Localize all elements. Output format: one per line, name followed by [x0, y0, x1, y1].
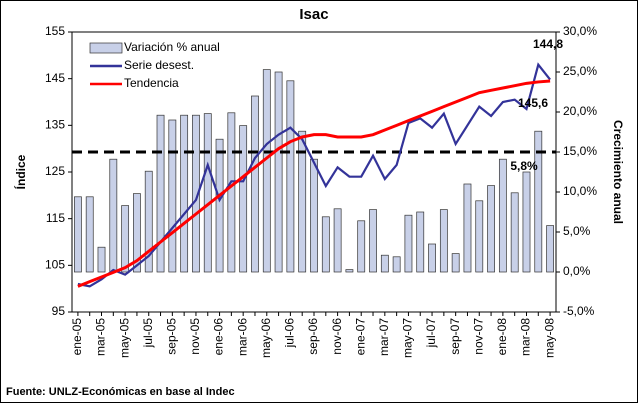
x-tick-label: may-06 — [259, 318, 273, 358]
bar — [168, 119, 177, 273]
bar — [522, 171, 531, 273]
line — [77, 79, 551, 288]
x-tick-label: ene-08 — [495, 318, 509, 356]
bar — [133, 193, 141, 273]
y2-tick-label: -5,0% — [563, 304, 595, 318]
y-tick-label: 125 — [45, 164, 65, 178]
bar — [286, 80, 295, 273]
bar — [463, 183, 472, 273]
x-tick-label: jul-07 — [424, 318, 438, 349]
bar — [251, 95, 259, 273]
legend-label: Tendencia — [124, 76, 179, 90]
legend-swatch — [89, 42, 123, 54]
bar — [475, 200, 484, 273]
bar — [310, 158, 318, 273]
x-tick-label: may-05 — [117, 318, 131, 358]
x-tick-label: ene-07 — [353, 318, 367, 356]
bar — [321, 216, 330, 273]
y-tick-label: 145 — [45, 71, 65, 85]
bar — [404, 214, 413, 273]
bar — [357, 220, 366, 273]
bar — [534, 130, 543, 273]
x-tick-label: mar-05 — [94, 318, 108, 356]
bar — [416, 211, 425, 273]
bar — [428, 243, 436, 273]
y-tick-label: 95 — [52, 304, 66, 318]
x-tick-label: jul-06 — [283, 318, 297, 349]
annotation: 144,8 — [533, 37, 563, 51]
bar — [345, 269, 354, 273]
y-tick-label: 115 — [46, 211, 65, 225]
bar — [203, 113, 212, 273]
y2-tick-label: 20,0% — [563, 104, 597, 118]
y2-tick-label: 0,0% — [563, 264, 591, 278]
x-tick-label: may-08 — [542, 318, 556, 358]
bar — [144, 170, 153, 273]
y2-tick-label: 5,0% — [563, 224, 591, 238]
y-tick-label: 105 — [45, 258, 65, 272]
x-tick-label: may-07 — [401, 318, 415, 358]
bar — [85, 196, 94, 273]
bar — [109, 158, 118, 273]
bar — [97, 246, 106, 273]
y-tick-label: 155 — [45, 24, 65, 38]
bar — [369, 209, 377, 273]
y2-tick-label: 30,0% — [563, 24, 597, 38]
y2-tick-label: 25,0% — [563, 64, 597, 78]
bar — [74, 196, 82, 273]
x-tick-label: ene-06 — [212, 318, 226, 356]
bar — [239, 125, 248, 273]
y2-axis-label: Crecimiento anual — [611, 120, 625, 224]
x-tick-label: nov-07 — [471, 318, 485, 355]
bar — [192, 114, 200, 273]
bar — [121, 205, 130, 273]
x-tick-label: nov-06 — [330, 318, 344, 355]
y2-tick-label: 10,0% — [563, 184, 597, 198]
bar — [380, 254, 389, 273]
bar — [487, 185, 495, 273]
legend-label: Serie desest. — [124, 58, 194, 72]
x-tick-label: mar-07 — [377, 318, 391, 356]
x-tick-label: jul-05 — [141, 318, 155, 349]
x-tick-label: sep-05 — [165, 318, 179, 355]
legend-label: Variación % anual — [124, 40, 220, 54]
bar — [546, 225, 554, 273]
y-axis-label: Índice — [13, 154, 28, 189]
y-tick-label: 135 — [45, 118, 65, 132]
annotation: 5,8% — [510, 159, 538, 173]
x-tick-label: mar-08 — [519, 318, 533, 356]
x-tick-label: mar-06 — [235, 318, 249, 356]
bar — [439, 209, 448, 273]
x-tick-label: nov-05 — [188, 318, 202, 355]
bar — [180, 114, 189, 273]
chart-title: Isac — [299, 6, 328, 23]
bar — [298, 130, 307, 273]
x-tick-label: sep-07 — [448, 318, 462, 355]
bar — [262, 69, 271, 273]
bar — [510, 192, 519, 273]
bar — [333, 208, 342, 273]
bar — [227, 112, 236, 273]
x-tick-label: sep-06 — [306, 318, 320, 355]
bar — [274, 71, 283, 273]
footer: Fuente: UNLZ-Económicas en base al Indec — [6, 386, 235, 398]
bar — [498, 158, 507, 273]
x-tick-label: ene-05 — [70, 318, 84, 356]
bar — [392, 256, 401, 273]
bar — [451, 253, 460, 273]
bar — [215, 138, 224, 273]
y2-tick-label: 15,0% — [563, 144, 597, 158]
bar — [156, 114, 165, 273]
annotation: 145,6 — [518, 96, 548, 110]
